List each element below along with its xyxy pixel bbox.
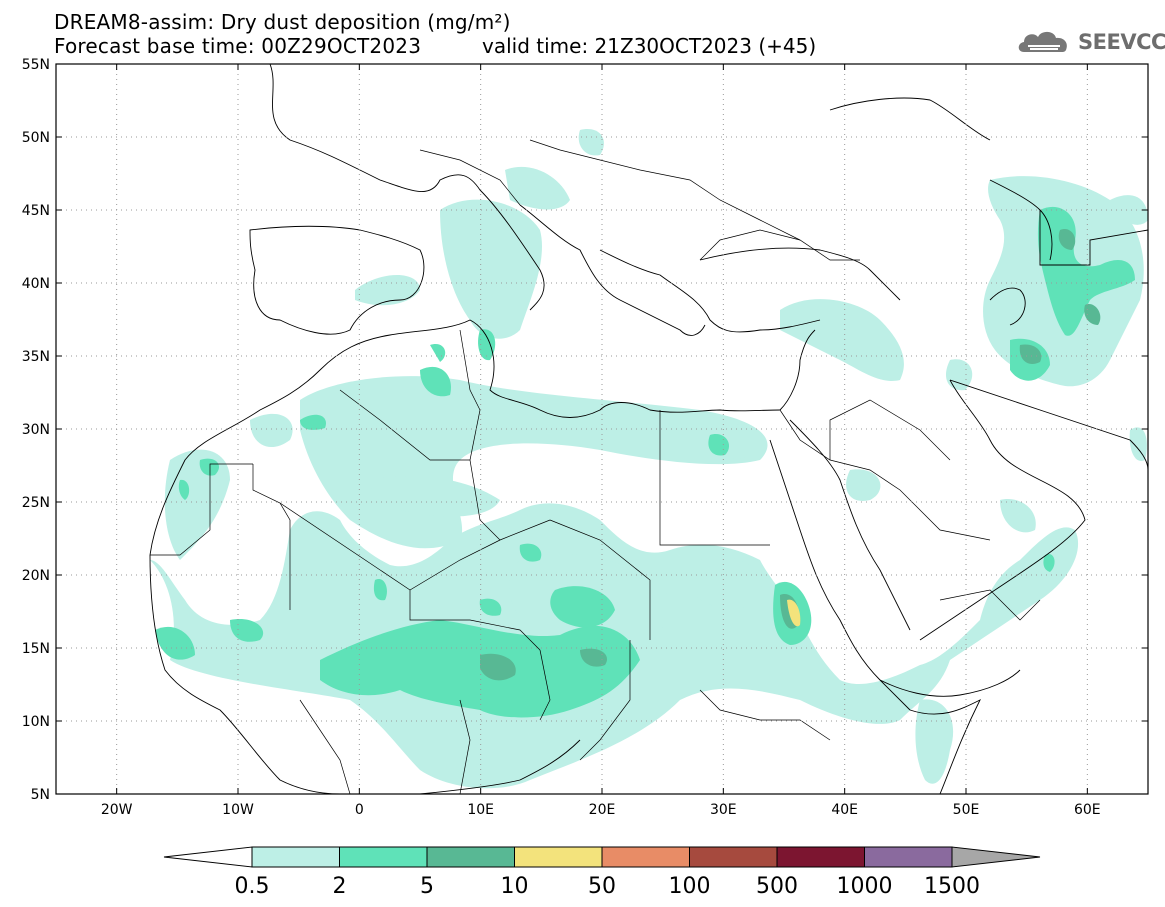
colorbar-swatch (514, 846, 603, 868)
colorbar-swatch (776, 846, 865, 868)
lat-tick-label: 35N (22, 349, 50, 365)
colorbar-swatch (864, 846, 953, 868)
lat-tick-label: 20N (22, 568, 50, 584)
lat-tick-label: 50N (22, 130, 50, 146)
colorbar-swatch (339, 846, 428, 868)
lon-tick-label: 20W (101, 802, 133, 818)
lat-tick-label: 55N (22, 57, 50, 73)
lat-tick-label: 30N (22, 422, 50, 438)
colorbar-label: 10 (501, 874, 529, 899)
colorbar-label: 1000 (837, 874, 893, 899)
graticule (56, 64, 1148, 794)
forecast-base-time: Forecast base time: 00Z29OCT2023 (54, 34, 422, 58)
colorbar-swatch (601, 846, 690, 868)
valid-time: valid time: 21Z30OCT2023 (+45) (482, 34, 817, 58)
lon-tick-label: 40E (831, 802, 858, 818)
seevccc-logo: SEEVCCC (1016, 26, 1165, 58)
colorbar-label: 50 (588, 874, 616, 899)
colorbar-swatch (251, 846, 340, 868)
lon-tick-label: 0 (355, 802, 364, 818)
lat-tick-label: 10N (22, 714, 50, 730)
lon-tick-label: 60E (1074, 802, 1101, 818)
deposition-field (150, 129, 1148, 789)
colorbar-label: 5 (420, 874, 434, 899)
cloud-icon (1018, 31, 1067, 52)
lat-tick-label: 25N (22, 495, 50, 511)
colorbar-high-arrow (951, 846, 1041, 868)
lon-tick-label: 30E (710, 802, 737, 818)
logo-text: SEEVCCC (1078, 30, 1165, 54)
lon-tick-label: 10W (222, 802, 254, 818)
lon-tick-label: 10E (467, 802, 494, 818)
lat-tick-label: 40N (22, 276, 50, 292)
lat-tick-label: 45N (22, 203, 50, 219)
colorbar: 0.5 2 5 10 50 100 500 1000 1500 (163, 846, 1041, 899)
colorbar-label: 2 (333, 874, 347, 899)
lon-tick-label: 50E (953, 802, 980, 818)
lon-tick-label: 20E (589, 802, 616, 818)
lat-tick-label: 5N (31, 787, 50, 803)
map-title: DREAM8-assim: Dry dust deposition (mg/m²… (54, 10, 511, 34)
colorbar-label: 500 (756, 874, 798, 899)
country-borders (150, 139, 1041, 794)
lat-tick-label: 15N (22, 641, 50, 657)
axis-ticks: 20W 10W 0 10E 20E 30E 40E 50E 60E 5N 10N 15N 20N 25N 3… (22, 57, 1148, 818)
colorbar-label: 1500 (924, 874, 980, 899)
colorbar-low-arrow (163, 846, 253, 868)
colorbar-label: 0.5 (235, 874, 270, 899)
colorbar-label: 100 (669, 874, 711, 899)
coastlines (149, 64, 1148, 794)
colorbar-swatch (689, 846, 778, 868)
colorbar-swatch (426, 846, 515, 868)
